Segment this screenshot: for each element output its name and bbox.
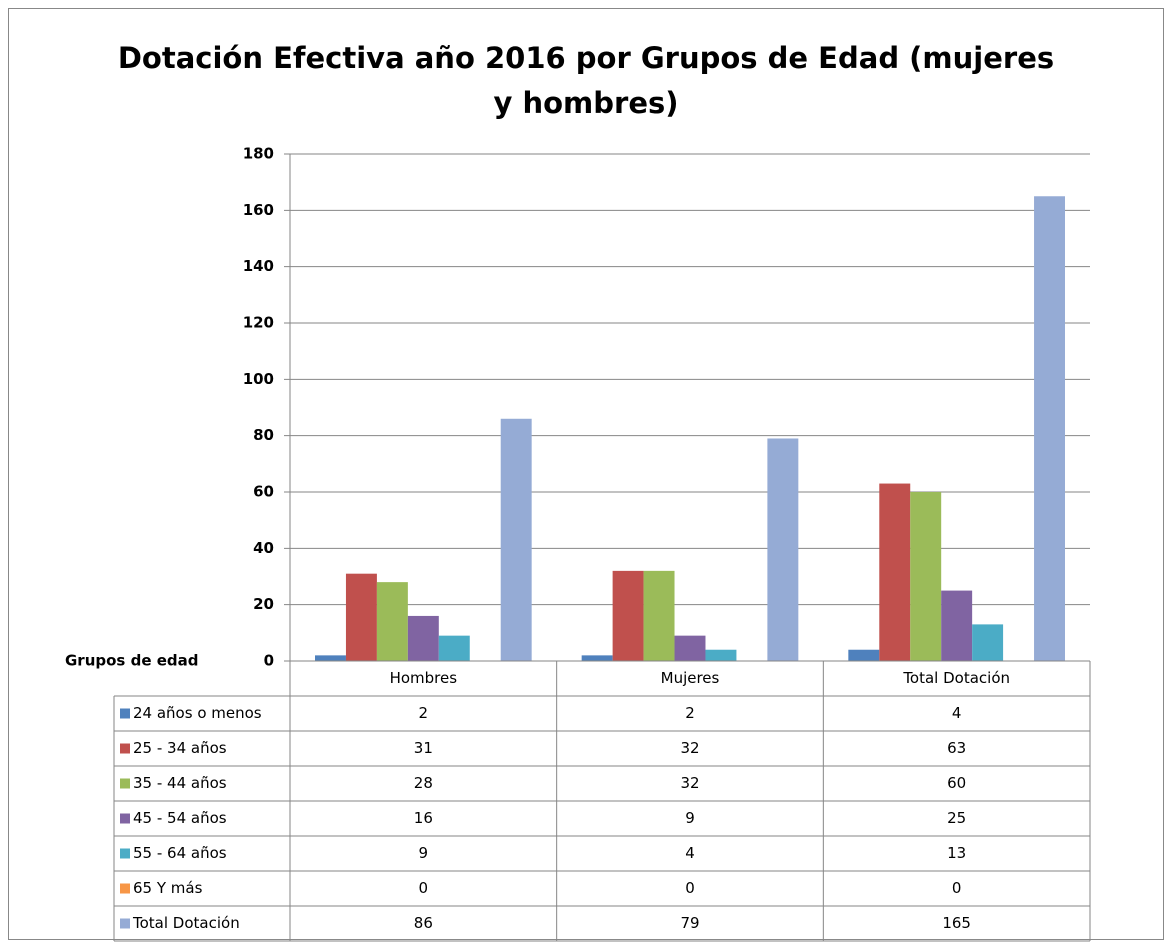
table-value: 4	[952, 704, 962, 722]
table-label: Grupos de edad	[65, 652, 198, 670]
y-tick-label: 20	[253, 595, 274, 613]
table-value: 13	[947, 844, 966, 862]
bar	[941, 590, 973, 661]
bar	[767, 438, 799, 661]
legend-swatch	[120, 848, 130, 859]
table-value: 32	[680, 774, 699, 792]
y-tick-label: 160	[243, 201, 274, 219]
x-tick-label: Hombres	[390, 669, 458, 687]
table-value: 0	[419, 879, 429, 897]
chart-title: Dotación Efectiva año 2016 por Grupos de…	[117, 41, 1055, 120]
bar	[705, 649, 737, 661]
bar	[643, 570, 675, 661]
y-tick-label: 100	[243, 370, 274, 388]
y-tick-label: 40	[253, 539, 274, 557]
bar	[407, 615, 439, 661]
bar	[345, 573, 377, 661]
table-value: 165	[942, 914, 971, 932]
table-value: 4	[685, 844, 695, 862]
legend-label: 45 - 54 años	[133, 809, 227, 827]
table-value: 0	[952, 879, 962, 897]
legend-swatch	[120, 813, 130, 824]
bar	[438, 635, 470, 661]
table-value: 25	[947, 809, 966, 827]
y-tick-label: 120	[243, 314, 274, 332]
bar	[376, 582, 408, 661]
y-tick-label: 0	[264, 652, 274, 670]
legend-label: 55 - 64 años	[133, 844, 227, 862]
chart-border	[8, 8, 1164, 940]
legend-swatch	[120, 918, 130, 929]
legend-swatch	[120, 708, 130, 719]
x-tick-label: Mujeres	[661, 669, 720, 687]
bar	[581, 655, 613, 661]
table-value: 2	[419, 704, 429, 722]
legend-label: 25 - 34 años	[133, 739, 227, 757]
legend-label: 65 Y más	[133, 879, 203, 897]
table-value: 63	[947, 739, 966, 757]
y-tick-label: 80	[253, 426, 274, 444]
table-value: 28	[414, 774, 433, 792]
bar	[1034, 196, 1065, 661]
bar	[315, 655, 346, 661]
table-value: 9	[419, 844, 429, 862]
bar	[972, 624, 1004, 661]
bar	[879, 483, 911, 661]
x-tick-label: Total Dotación	[902, 669, 1010, 687]
bar	[848, 649, 880, 661]
table-value: 9	[685, 809, 695, 827]
bar	[500, 418, 532, 661]
table-value: 2	[685, 704, 695, 722]
table-value: 86	[414, 914, 433, 932]
legend-swatch	[120, 883, 130, 894]
y-tick-label: 140	[243, 257, 274, 275]
table-value: 31	[414, 739, 433, 757]
legend-swatch	[120, 743, 130, 754]
legend-swatch	[120, 778, 130, 789]
bar	[612, 570, 644, 661]
y-tick-label: 60	[253, 483, 274, 501]
table-value: 0	[685, 879, 695, 897]
y-tick-label: 180	[243, 145, 274, 163]
table-value: 16	[414, 809, 433, 827]
table-value: 79	[680, 914, 699, 932]
legend-label: 35 - 44 años	[133, 774, 227, 792]
bar	[674, 635, 706, 661]
table-value: 32	[680, 739, 699, 757]
table-value: 60	[947, 774, 966, 792]
legend-label: 24 años o menos	[133, 704, 262, 722]
bar	[910, 492, 942, 661]
legend-label: Total Dotación	[132, 914, 240, 932]
